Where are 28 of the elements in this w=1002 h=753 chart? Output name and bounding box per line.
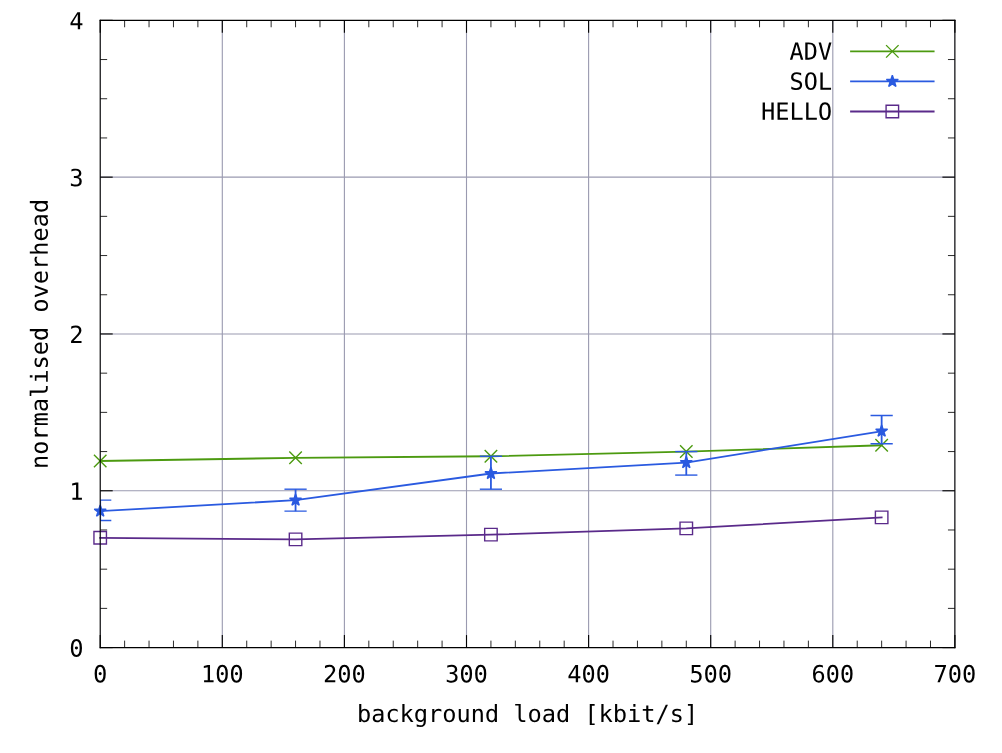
- point: [288, 450, 303, 465]
- y-tick-label: 4: [70, 12, 83, 30]
- x-tick-label: 0: [94, 664, 106, 683]
- x-tick-label: 200: [324, 664, 365, 683]
- y-tick-label: 2: [71, 325, 82, 343]
- legend-label: SOL: [791, 72, 832, 91]
- point: [679, 444, 694, 459]
- x-tick-label: 100: [203, 664, 243, 683]
- y-tick-label: 0: [70, 639, 82, 657]
- point: [679, 521, 694, 536]
- x-tick-label: 400: [568, 664, 609, 683]
- point: [93, 530, 108, 545]
- legend-label: ADV: [789, 42, 832, 60]
- x-tick-label: 300: [446, 664, 487, 683]
- point: [874, 510, 889, 525]
- point: [483, 449, 498, 464]
- x-tick-label: 600: [813, 664, 853, 683]
- y-tick-label: 3: [70, 168, 82, 187]
- legend-label: HELLO: [762, 102, 831, 121]
- point: [288, 532, 303, 547]
- point: [93, 454, 108, 468]
- x-axis-title: background load [kbit/s]: [359, 703, 693, 728]
- point: [483, 527, 498, 542]
- x-tick-label: 500: [691, 664, 731, 683]
- y-axis-title: normalised overhead: [29, 201, 49, 467]
- x-tick-label: 700: [935, 664, 975, 683]
- point: [874, 438, 889, 453]
- y-tick-label: 1: [72, 482, 82, 500]
